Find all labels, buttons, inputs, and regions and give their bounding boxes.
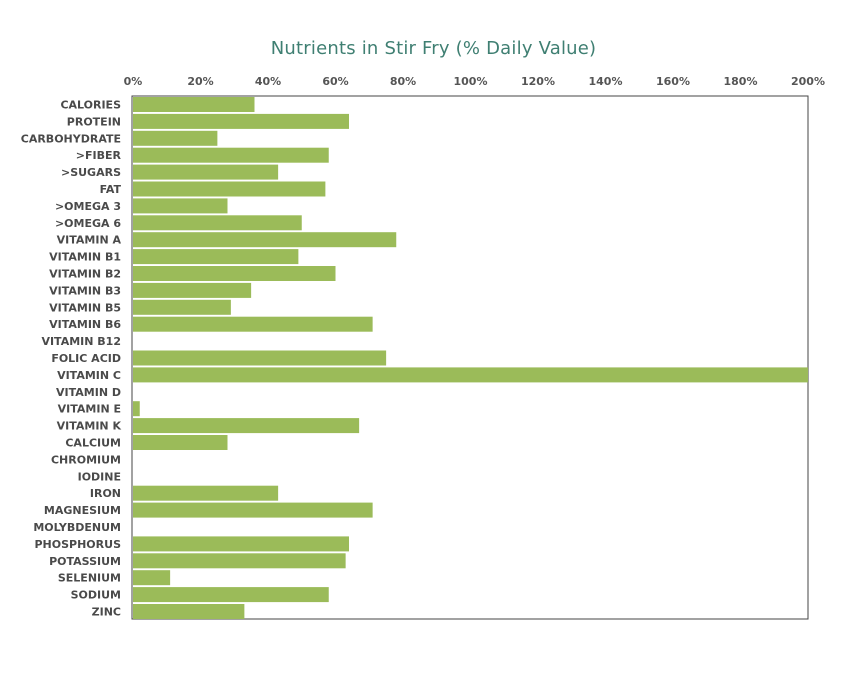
bar bbox=[133, 604, 245, 619]
bar bbox=[133, 299, 231, 315]
x-tick-label: 20% bbox=[187, 75, 213, 88]
x-tick-label: 160% bbox=[656, 75, 690, 88]
bar bbox=[133, 418, 360, 434]
bar bbox=[133, 130, 218, 146]
bar bbox=[133, 316, 373, 332]
category-label: CALORIES bbox=[60, 99, 121, 112]
x-tick-label: 140% bbox=[589, 75, 623, 88]
bar bbox=[133, 367, 808, 383]
x-tick-label: 0% bbox=[124, 75, 143, 88]
category-label: ZINC bbox=[92, 606, 121, 619]
x-tick-label: 80% bbox=[390, 75, 416, 88]
category-label: VITAMIN B3 bbox=[49, 284, 121, 297]
category-label: FAT bbox=[100, 183, 122, 196]
category-label: PHOSPHORUS bbox=[35, 538, 122, 551]
category-label: >FIBER bbox=[76, 149, 122, 162]
category-label: VITAMIN C bbox=[57, 369, 121, 382]
category-label: IODINE bbox=[78, 470, 121, 483]
x-axis-ticks: 0% 20% 40% 60% 80% 100% 120% 140% 160% 180% 200% bbox=[124, 75, 825, 88]
bars bbox=[133, 97, 808, 619]
category-label: MOLYBDENUM bbox=[33, 521, 121, 534]
bar bbox=[133, 553, 346, 569]
bar bbox=[133, 502, 373, 518]
bar bbox=[133, 536, 349, 552]
category-label: VITAMIN B5 bbox=[49, 301, 121, 314]
category-label: VITAMIN E bbox=[58, 403, 121, 416]
category-label: VITAMIN A bbox=[57, 234, 122, 247]
bar bbox=[133, 113, 349, 129]
plot-area-frame bbox=[131, 95, 809, 620]
x-tick-label: 60% bbox=[322, 75, 348, 88]
category-label: CARBOHYDRATE bbox=[21, 132, 121, 145]
category-label: SODIUM bbox=[71, 589, 121, 602]
bar bbox=[133, 249, 299, 265]
category-label: POTASSIUM bbox=[49, 555, 121, 568]
bar bbox=[133, 401, 140, 417]
category-label: FOLIC ACID bbox=[51, 352, 121, 365]
bar bbox=[133, 485, 279, 501]
bar bbox=[133, 198, 228, 214]
category-label: VITAMIN B2 bbox=[49, 268, 121, 281]
category-label: VITAMIN B1 bbox=[49, 251, 121, 264]
bar bbox=[133, 570, 171, 586]
category-labels: CALORIES PROTEIN CARBOHYDRATE >FIBER >SUGARS… bbox=[21, 99, 122, 619]
x-tick-label: 40% bbox=[255, 75, 281, 88]
category-label: CHROMIUM bbox=[51, 453, 121, 466]
x-tick-label: 180% bbox=[724, 75, 758, 88]
bar bbox=[133, 350, 387, 366]
bar bbox=[133, 97, 255, 112]
x-tick-label: 100% bbox=[454, 75, 488, 88]
category-label: VITAMIN B6 bbox=[49, 318, 121, 331]
chart-title: Nutrients in Stir Fry (% Daily Value) bbox=[270, 38, 597, 59]
x-tick-label: 200% bbox=[791, 75, 825, 88]
category-label: >OMEGA 6 bbox=[55, 217, 121, 230]
category-label: PROTEIN bbox=[67, 115, 121, 128]
category-label: VITAMIN B12 bbox=[41, 335, 121, 348]
bar bbox=[133, 282, 252, 298]
category-label: IRON bbox=[90, 487, 121, 500]
category-label: >SUGARS bbox=[61, 166, 121, 179]
x-tick-label: 120% bbox=[521, 75, 555, 88]
bar bbox=[133, 164, 279, 180]
category-label: VITAMIN D bbox=[56, 386, 121, 399]
bar bbox=[133, 181, 326, 197]
category-label: CALCIUM bbox=[65, 437, 121, 450]
category-label: >OMEGA 3 bbox=[55, 200, 121, 213]
bar bbox=[133, 266, 336, 281]
bar bbox=[133, 587, 329, 603]
bar bbox=[133, 215, 302, 231]
bar bbox=[133, 147, 329, 163]
category-label: MAGNESIUM bbox=[44, 504, 121, 517]
category-label: VITAMIN K bbox=[57, 420, 122, 433]
bar bbox=[133, 232, 397, 248]
bar bbox=[133, 435, 228, 450]
category-label: SELENIUM bbox=[58, 572, 121, 585]
